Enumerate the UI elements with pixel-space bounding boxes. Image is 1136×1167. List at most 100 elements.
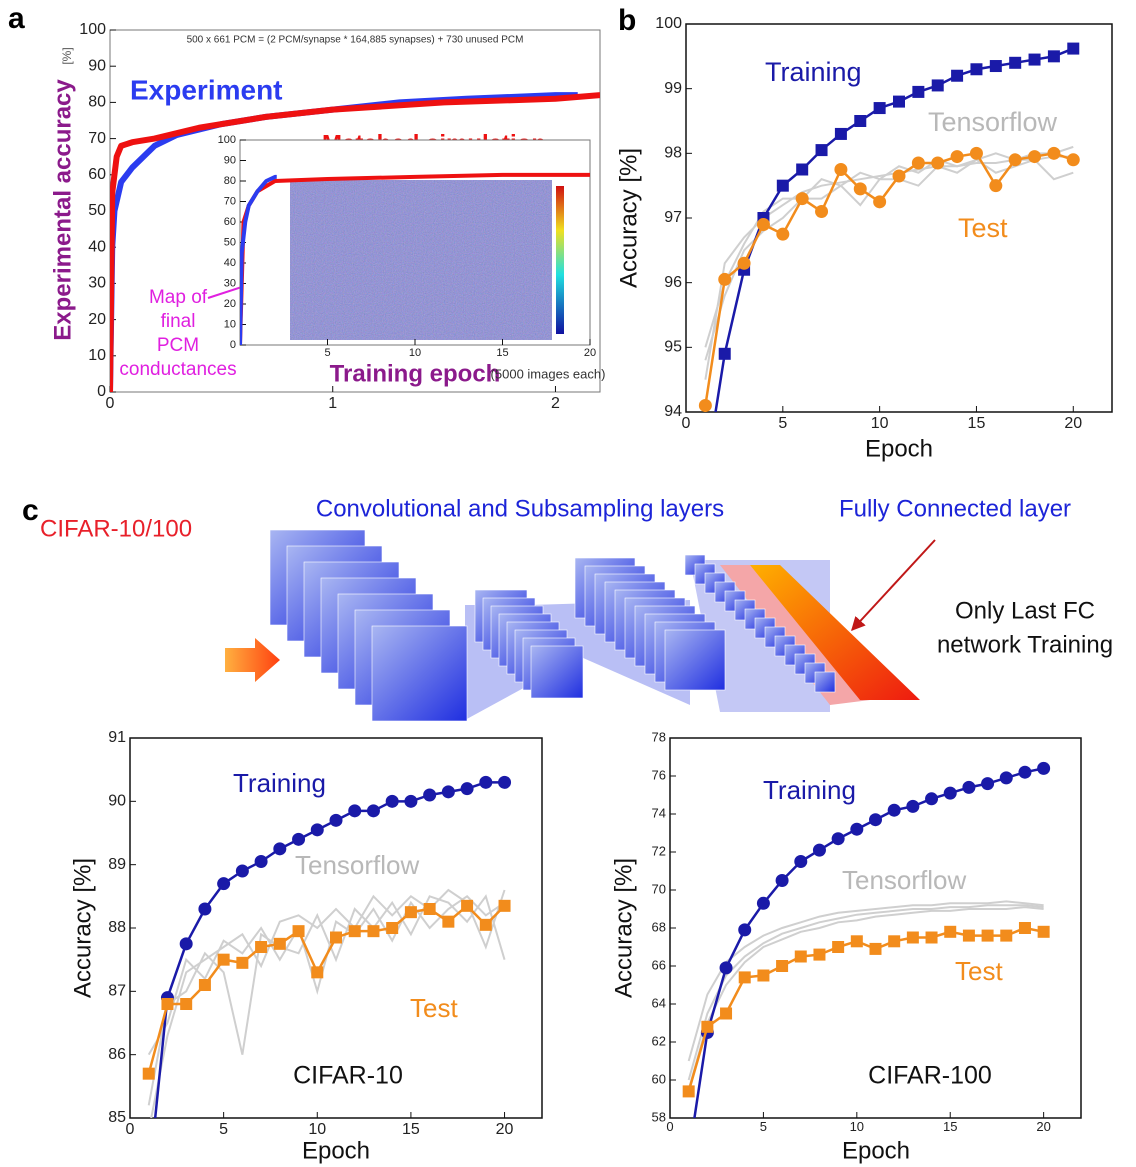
marker bbox=[310, 823, 324, 837]
marker bbox=[970, 63, 983, 76]
marker bbox=[682, 1085, 695, 1098]
x-tick-label: 0 bbox=[106, 395, 115, 412]
fc-label: Fully Connected layer bbox=[839, 495, 1071, 522]
marker bbox=[161, 998, 174, 1010]
x-tick-label: 10 bbox=[409, 347, 421, 359]
marker bbox=[813, 948, 826, 961]
marker bbox=[776, 960, 789, 972]
marker bbox=[737, 256, 751, 270]
marker bbox=[179, 937, 193, 951]
series-label: Training bbox=[763, 775, 856, 805]
y-tick-label: 100 bbox=[218, 134, 236, 146]
y-tick-label: 10 bbox=[88, 347, 106, 364]
y-tick-label: 20 bbox=[88, 311, 106, 328]
marker bbox=[198, 979, 211, 991]
y-tick-label: 70 bbox=[652, 881, 666, 896]
marker bbox=[794, 950, 807, 963]
y-tick-label: 78 bbox=[652, 729, 666, 744]
x-tick-label: 10 bbox=[871, 415, 889, 432]
y-tick-label: 98 bbox=[664, 145, 682, 162]
marker bbox=[775, 874, 789, 887]
y-tick-label: 70 bbox=[224, 195, 236, 207]
marker bbox=[893, 95, 905, 108]
y-tick-label: 90 bbox=[224, 154, 236, 166]
x-tick-label: 15 bbox=[943, 1119, 957, 1134]
marker bbox=[330, 931, 342, 944]
marker bbox=[981, 777, 995, 791]
marker bbox=[698, 399, 712, 412]
marker bbox=[815, 205, 829, 219]
dataset-label: CIFAR-10/100 bbox=[40, 515, 192, 542]
y-tick-label: 68 bbox=[652, 919, 666, 934]
x-tick-label: 5 bbox=[760, 1119, 767, 1134]
series-label: Test bbox=[955, 956, 1003, 986]
fc-output bbox=[750, 565, 920, 700]
marker bbox=[776, 179, 789, 192]
y-tick-label: 62 bbox=[652, 1033, 666, 1048]
annotation: 500 x 661 PCM = (2 PCM/synapse * 164,885… bbox=[187, 35, 524, 46]
series-group bbox=[142, 775, 512, 1118]
y-tick-label: 74 bbox=[652, 805, 666, 820]
marker bbox=[720, 1007, 733, 1020]
plot-area bbox=[669, 737, 1082, 1119]
marker bbox=[1018, 922, 1031, 934]
y-tick-label: 60 bbox=[88, 166, 106, 183]
y-tick-label: 95 bbox=[664, 339, 682, 356]
panel-label: b bbox=[618, 4, 636, 37]
y-tick-label: 96 bbox=[664, 274, 682, 291]
marker bbox=[180, 998, 193, 1010]
marker bbox=[366, 804, 380, 818]
y-tick-label: 10 bbox=[224, 318, 236, 330]
y-tick-label: 85 bbox=[108, 1109, 126, 1126]
marker bbox=[236, 956, 249, 969]
marker bbox=[756, 896, 770, 910]
marker bbox=[1037, 925, 1050, 938]
y-tick-label: 50 bbox=[224, 236, 236, 248]
x-tick-label: 20 bbox=[1064, 415, 1082, 432]
input-arrow bbox=[225, 638, 280, 682]
marker bbox=[831, 832, 845, 846]
series-label: Tensorflow bbox=[842, 865, 966, 895]
marker bbox=[850, 822, 864, 836]
marker bbox=[951, 69, 964, 82]
marker bbox=[892, 169, 906, 183]
marker bbox=[925, 931, 938, 944]
marker bbox=[796, 163, 809, 176]
marker bbox=[348, 925, 361, 938]
marker bbox=[423, 903, 436, 915]
series-label: Training bbox=[233, 768, 326, 798]
x-axis-label: Training epoch bbox=[330, 360, 501, 387]
y-tick-label: 64 bbox=[652, 995, 666, 1010]
marker bbox=[292, 925, 305, 938]
marker bbox=[756, 217, 770, 231]
marker bbox=[255, 941, 268, 953]
marker bbox=[869, 813, 882, 827]
marker bbox=[757, 969, 770, 982]
conv-label: Convolutional and Subsampling layers bbox=[316, 495, 724, 522]
marker bbox=[682, 1150, 695, 1163]
x-tick-label: 0 bbox=[682, 415, 691, 432]
marker bbox=[832, 941, 845, 953]
chart: 0 5 10 15 20 58 60 62 64 66 68 70 72 74 76 78 Tensorflow… bbox=[610, 729, 1082, 1164]
feature-map bbox=[664, 629, 726, 691]
chart: 5 10 15 20 0 10 20 30 40 50 60 70 80 90 100 Training ep… bbox=[218, 134, 606, 387]
y-axis-label: Accuracy [%] bbox=[69, 858, 96, 998]
series-label: Tensorflow bbox=[295, 850, 419, 880]
y-tick-label: 99 bbox=[664, 80, 682, 97]
marker bbox=[989, 60, 1002, 73]
x-tick-label: 15 bbox=[496, 347, 508, 359]
y-tick-label: 72 bbox=[652, 843, 666, 858]
marker bbox=[348, 804, 362, 818]
marker bbox=[887, 803, 901, 817]
y-tick-label: 90 bbox=[88, 57, 106, 74]
y-tick-label: 100 bbox=[655, 15, 682, 32]
marker bbox=[834, 127, 847, 140]
series-label: Tensorflow bbox=[928, 107, 1058, 137]
marker bbox=[1047, 50, 1060, 63]
marker bbox=[329, 813, 343, 827]
tensorflow-run bbox=[687, 906, 1044, 1090]
x-tick-label: 20 bbox=[496, 1121, 514, 1138]
marker bbox=[699, 471, 711, 483]
